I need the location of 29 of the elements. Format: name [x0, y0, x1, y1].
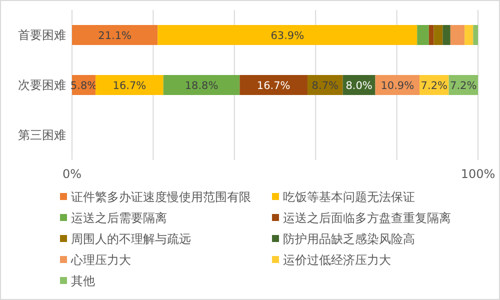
bar — [163, 75, 240, 95]
bar — [434, 25, 443, 45]
y-tick-label: 次要困难 — [18, 78, 66, 92]
bar — [158, 25, 418, 45]
其他: 7.2% — [448, 25, 478, 95]
data-label: 7.2% — [420, 80, 448, 92]
bar — [417, 25, 429, 45]
data-label: 10.9% — [380, 80, 414, 92]
bar — [72, 25, 158, 45]
bar — [96, 75, 164, 95]
bar — [442, 25, 450, 45]
data-label: 21.1% — [98, 30, 132, 42]
legend-label: 其他 — [71, 274, 95, 288]
y-tick-label: 首要困难 — [18, 28, 66, 42]
bar — [240, 75, 308, 95]
data-label: 63.9% — [270, 30, 304, 42]
data-label: 18.8% — [184, 80, 218, 92]
bar — [428, 25, 434, 45]
data-label: 16.7% — [256, 80, 290, 92]
bar — [464, 25, 474, 45]
data-label: 8.7% — [312, 80, 338, 92]
x-tick-label: 100% — [460, 167, 496, 181]
bar — [473, 25, 478, 45]
data-label: 8.0% — [346, 80, 372, 92]
data-label: 16.7% — [112, 80, 146, 92]
y-tick-label: 第三困难 — [18, 128, 66, 142]
x-tick-label: 0% — [62, 167, 82, 181]
bar — [450, 25, 465, 45]
data-label: 7.2% — [450, 80, 477, 92]
